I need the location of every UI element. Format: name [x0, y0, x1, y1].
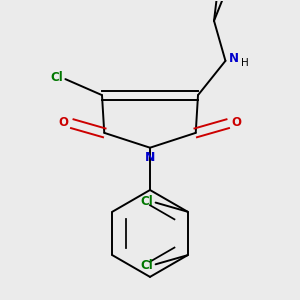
- Text: N: N: [229, 52, 239, 65]
- Text: Cl: Cl: [50, 71, 63, 85]
- Text: O: O: [231, 116, 241, 129]
- Text: O: O: [59, 116, 69, 129]
- Text: N: N: [145, 151, 155, 164]
- Text: Cl: Cl: [141, 195, 153, 208]
- Text: H: H: [242, 58, 249, 68]
- Text: Cl: Cl: [141, 259, 153, 272]
